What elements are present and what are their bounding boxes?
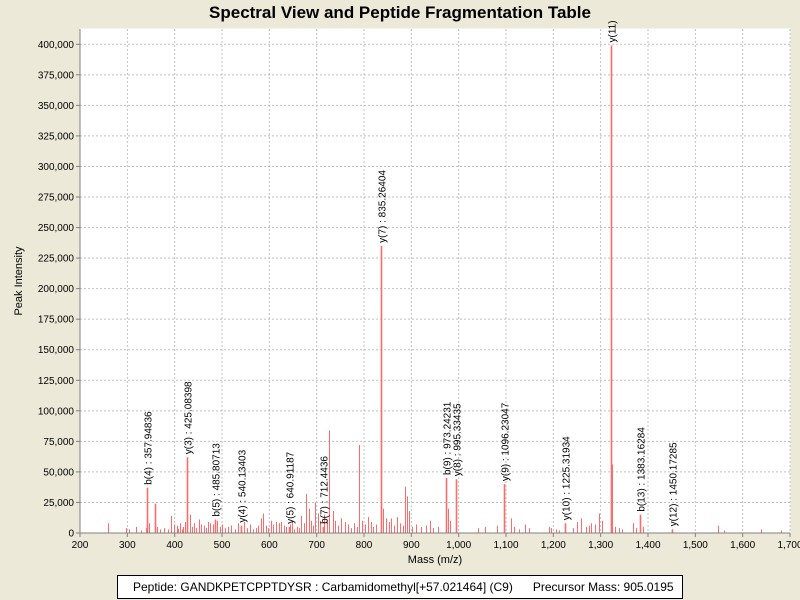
y-tick-label: 350,000: [38, 101, 75, 112]
x-tick-label: 1,000: [446, 540, 471, 551]
x-tick-label: 500: [214, 540, 231, 551]
peak-label: b(4) : 357.94836: [144, 411, 155, 485]
spectrum-chart[interactable]: b(4) : 357.94836 y(3) : 425.08398 b(5) : 4…: [0, 0, 800, 575]
x-tick-label: 1,500: [683, 540, 708, 551]
x-tick-label: 300: [119, 540, 136, 551]
grid-lines: [79, 29, 791, 534]
peak-label: y(9) : 1096.23047: [501, 402, 512, 481]
peak-label: b(9) : 973.24231: [443, 401, 454, 475]
y-tick-label: 200,000: [38, 284, 75, 295]
info-panel: Peptide: GANDKPETCPPTDYSR : Carbamidomet…: [117, 575, 683, 599]
x-tick-label: 800: [356, 540, 373, 551]
peak-label: b(13) : 1383.16284: [637, 427, 648, 512]
y-tick-label: 225,000: [38, 254, 75, 265]
x-tick-label: 700: [308, 540, 325, 551]
precursor-mass: Precursor Mass: 905.0195: [532, 580, 674, 594]
peak-label: y(11): [608, 20, 619, 42]
x-tick-label: 200: [72, 540, 89, 551]
x-tick-label: 900: [403, 540, 420, 551]
peak-label: b(5) : 485.80713: [212, 443, 223, 517]
peak-label: y(3) : 425.08398: [184, 381, 195, 454]
annotated-peaks: b(4) : 357.94836 y(3) : 425.08398 b(5) : 4…: [144, 20, 680, 533]
y-tick-label: 75,000: [43, 437, 74, 448]
peak-label: y(5) : 640.91187: [286, 451, 297, 524]
peak-label: y(4) : 540.13403: [238, 449, 249, 522]
x-axis-title: Mass (m/z): [408, 554, 462, 566]
y-tick-label: 125,000: [38, 376, 75, 387]
y-tick-label: 375,000: [38, 70, 75, 81]
x-tick-label: 1,300: [588, 540, 613, 551]
axes: 0 25,000 50,000 75,000 100,000 125,000 150,000…: [38, 29, 800, 551]
y-tick-label: 175,000: [38, 315, 75, 326]
peak-label: y(12) : 1450.17285: [669, 442, 680, 526]
y-tick-label: 400,000: [38, 40, 75, 51]
x-tick-label: 1,700: [777, 540, 800, 551]
chart-title: Spectral View and Peptide Fragmentation …: [209, 3, 591, 22]
y-tick-label: 250,000: [38, 223, 75, 234]
peak-label: y(7) : 835.26404: [378, 170, 389, 243]
y-tick-label: 150,000: [38, 345, 75, 356]
y-tick-label: 100,000: [38, 406, 75, 417]
y-axis-title: Peak Intensity: [13, 246, 25, 316]
x-tick-label: 1,400: [635, 540, 660, 551]
y-tick-label: 25,000: [43, 498, 74, 509]
peptide-info: Peptide: GANDKPETCPPTDYSR : Carbamidomet…: [133, 580, 513, 594]
y-tick-label: 0: [68, 529, 74, 540]
peak-label: y(10) : 1225.31934: [562, 436, 573, 520]
y-tick-label: 275,000: [38, 193, 75, 204]
peak-series: [108, 151, 782, 533]
y-tick-label: 325,000: [38, 131, 75, 142]
x-tick-label: 1,600: [730, 540, 755, 551]
x-tick-label: 1,100: [493, 540, 518, 551]
peak-label: b(7) : 712.4436: [320, 456, 331, 524]
x-tick-label: 400: [166, 540, 183, 551]
y-tick-label: 50,000: [43, 467, 74, 478]
peak-label: y(8) : 995.33435: [453, 403, 464, 476]
x-tick-label: 1,200: [541, 540, 566, 551]
x-tick-label: 600: [261, 540, 278, 551]
y-tick-label: 300,000: [38, 162, 75, 173]
plot-area: [79, 28, 791, 534]
